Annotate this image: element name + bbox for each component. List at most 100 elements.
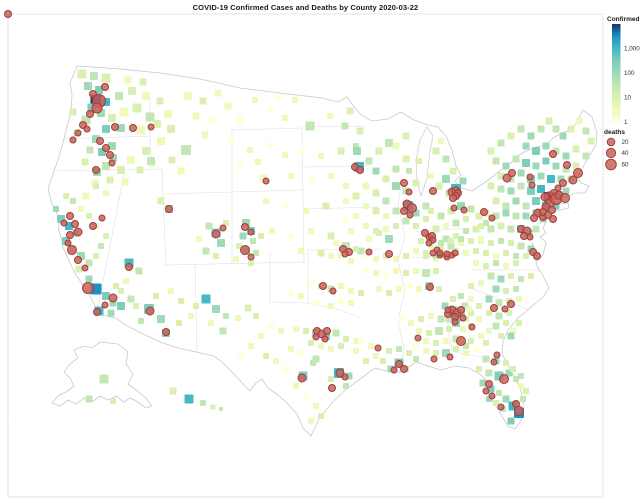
county-patch[interactable]	[258, 333, 264, 339]
county-patch[interactable]	[293, 326, 299, 332]
county-patch[interactable]	[373, 353, 379, 359]
county-patch[interactable]	[437, 315, 445, 323]
county-patch[interactable]	[508, 240, 514, 246]
death-bubble[interactable]	[568, 175, 578, 185]
county-patch[interactable]	[493, 400, 499, 406]
county-patch[interactable]	[69, 108, 77, 116]
county-patch[interactable]	[298, 350, 304, 356]
county-patch[interactable]	[398, 316, 404, 322]
death-bubble[interactable]	[406, 211, 414, 219]
county-patch[interactable]	[498, 333, 504, 339]
county-patch[interactable]	[402, 217, 410, 225]
county-patch[interactable]	[115, 92, 123, 100]
death-bubble[interactable]	[526, 233, 534, 241]
county-patch[interactable]	[208, 117, 216, 125]
county-patch[interactable]	[238, 353, 244, 359]
death-bubble[interactable]	[443, 250, 451, 258]
county-patch[interactable]	[328, 173, 334, 179]
county-patch[interactable]	[75, 265, 83, 273]
county-patch[interactable]	[438, 240, 444, 246]
death-bubble[interactable]	[66, 231, 74, 239]
county-patch[interactable]	[559, 132, 567, 140]
county-patch[interactable]	[432, 147, 440, 155]
county-patch[interactable]	[380, 358, 386, 364]
county-patch[interactable]	[78, 206, 84, 212]
county-patch[interactable]	[483, 263, 489, 269]
death-bubble[interactable]	[129, 124, 137, 132]
death-bubble[interactable]	[395, 360, 403, 368]
county-patch[interactable]	[412, 179, 420, 187]
death-bubble[interactable]	[341, 373, 349, 381]
county-patch[interactable]	[438, 138, 444, 144]
death-bubble[interactable]	[319, 282, 327, 290]
county-patch[interactable]	[392, 165, 400, 173]
county-patch[interactable]	[518, 276, 524, 282]
county-patch[interactable]	[537, 125, 545, 133]
county-patch[interactable]	[308, 340, 314, 346]
county-patch[interactable]	[317, 249, 325, 257]
county-patch[interactable]	[363, 358, 369, 364]
county-patch[interactable]	[537, 172, 545, 180]
county-patch[interactable]	[522, 142, 530, 150]
county-patch[interactable]	[332, 329, 340, 337]
county-patch[interactable]	[488, 240, 494, 246]
county-patch[interactable]	[168, 288, 174, 294]
death-bubble[interactable]	[563, 161, 571, 169]
death-bubble[interactable]	[530, 214, 538, 222]
county-patch[interactable]	[476, 303, 482, 309]
death-bubble[interactable]	[385, 250, 393, 258]
county-patch[interactable]	[495, 312, 503, 320]
county-patch[interactable]	[383, 226, 389, 232]
county-patch[interactable]	[263, 353, 269, 359]
county-patch[interactable]	[292, 97, 298, 103]
county-patch[interactable]	[463, 216, 469, 222]
county-patch[interactable]	[492, 157, 500, 165]
county-patch[interactable]	[267, 142, 273, 148]
county-patch[interactable]	[328, 303, 334, 309]
county-patch[interactable]	[468, 283, 474, 289]
county-patch[interactable]	[343, 218, 349, 224]
death-bubble[interactable]	[89, 222, 97, 230]
county-patch[interactable]	[181, 145, 191, 155]
county-patch[interactable]	[362, 182, 370, 190]
death-bubble[interactable]	[101, 301, 109, 309]
county-patch[interactable]	[275, 94, 281, 100]
death-bubble[interactable]	[451, 318, 459, 326]
death-bubble[interactable]	[241, 223, 249, 231]
county-patch[interactable]	[423, 250, 429, 256]
county-patch[interactable]	[117, 166, 125, 174]
county-patch[interactable]	[223, 220, 229, 226]
county-patch[interactable]	[252, 97, 258, 103]
county-patch[interactable]	[328, 253, 334, 259]
county-patch[interactable]	[497, 185, 505, 193]
county-patch[interactable]	[288, 290, 294, 296]
county-patch[interactable]	[157, 197, 165, 205]
county-patch[interactable]	[507, 132, 515, 140]
county-patch[interactable]	[513, 253, 519, 259]
county-patch[interactable]	[82, 192, 90, 200]
county-patch[interactable]	[393, 268, 399, 274]
county-patch[interactable]	[200, 400, 206, 406]
county-patch[interactable]	[348, 228, 354, 234]
county-patch[interactable]	[313, 403, 319, 409]
county-patch[interactable]	[497, 139, 505, 147]
county-patch[interactable]	[516, 296, 522, 302]
county-patch[interactable]	[582, 127, 590, 135]
county-patch[interactable]	[167, 125, 175, 133]
county-patch[interactable]	[363, 223, 369, 229]
county-patch[interactable]	[520, 396, 526, 402]
county-patch[interactable]	[358, 338, 364, 344]
county-patch[interactable]	[308, 228, 314, 234]
county-patch[interactable]	[308, 418, 314, 424]
county-patch[interactable]	[343, 198, 349, 204]
county-patch[interactable]	[177, 167, 185, 175]
county-patch[interactable]	[517, 182, 525, 190]
county-patch[interactable]	[283, 203, 289, 209]
county-patch[interactable]	[486, 310, 492, 316]
county-patch[interactable]	[227, 137, 233, 143]
county-patch[interactable]	[403, 253, 409, 259]
county-patch[interactable]	[507, 332, 515, 340]
county-patch[interactable]	[392, 182, 400, 190]
county-patch[interactable]	[413, 248, 419, 254]
death-bubble[interactable]	[108, 159, 116, 167]
